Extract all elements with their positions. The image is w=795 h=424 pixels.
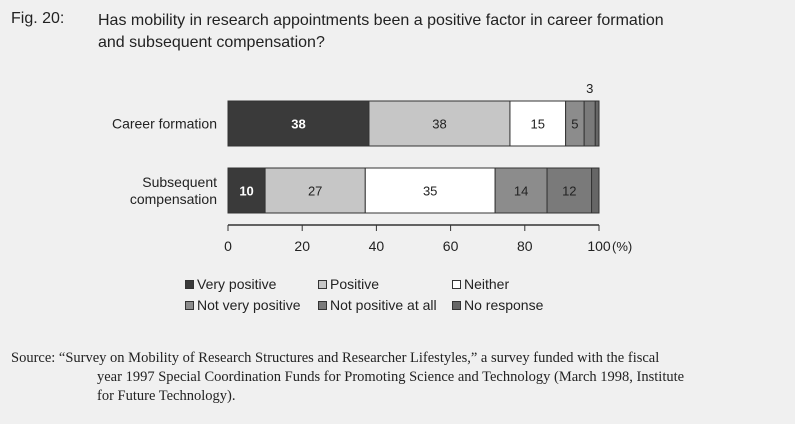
bar-segment [546, 167, 593, 214]
category-label: Subsequent [142, 174, 217, 190]
category-label: Career formation [112, 116, 217, 132]
source-line-1: Source: “Survey on Mobility of Research … [11, 350, 660, 366]
bar-segment [364, 167, 496, 214]
legend-swatch [318, 300, 327, 310]
figure-title-line-1: Has mobility in research appointments be… [98, 12, 664, 29]
legend-label: Not very positive [197, 297, 301, 313]
source-note: Source: “Survey on Mobility of Research … [11, 349, 791, 406]
bar-segment [509, 100, 567, 147]
figure-title: Has mobility in research appointments be… [98, 10, 788, 54]
x-unit-label: (%) [612, 239, 632, 254]
figure-number: Fig. 20: [11, 10, 65, 27]
bar-segment [227, 100, 370, 147]
data-label: 10 [239, 184, 253, 199]
legend-item-neither: Neither [452, 276, 509, 292]
legend-label: Positive [330, 276, 380, 292]
legend-label: Very positive [197, 276, 277, 292]
bar-segment [583, 100, 596, 147]
x-tick-label: 100 [587, 238, 611, 254]
data-label: 38 [291, 117, 305, 132]
bar-segment [494, 167, 548, 214]
legend-label: No response [464, 297, 544, 313]
source-line-3: for Future Technology). [97, 388, 236, 404]
legend-swatch [452, 300, 461, 310]
legend-swatch [185, 300, 194, 310]
legend-item-positive: Positive [318, 276, 379, 292]
x-tick-label: 80 [517, 238, 533, 254]
legend-item-not-very-positive: Not very positive [185, 297, 300, 313]
legend-item-not-positive-at-all: Not positive at all [318, 297, 437, 313]
data-label: 27 [308, 184, 322, 199]
x-tick-label: 40 [369, 238, 385, 254]
bars-layer: Career formation 38 38 15 5 3 Subsequentcompen… [112, 81, 600, 214]
data-label: 35 [423, 184, 437, 199]
category-label: compensation [130, 191, 217, 207]
callout-label: 3 [586, 81, 593, 96]
bar-segment [368, 100, 511, 147]
bar-segment [594, 100, 600, 147]
data-label: 14 [514, 184, 528, 199]
data-label: 38 [432, 117, 446, 132]
legend-item-very-positive: Very positive [185, 276, 276, 292]
data-label: 5 [571, 117, 578, 132]
source-line-2: year 1997 Special Coordination Funds for… [97, 369, 685, 385]
x-tick-label: 60 [443, 238, 459, 254]
data-label: 12 [562, 184, 576, 199]
figure-title-line-2: and subsequent compensation? [98, 34, 325, 51]
legend-swatch [318, 279, 327, 289]
legend-swatch [452, 279, 461, 289]
x-tick-label: 0 [224, 238, 232, 254]
x-tick-label: 20 [294, 238, 310, 254]
x-axis: 0 20 40 60 80 100 (%) [224, 224, 632, 254]
stacked-bar-chart: Career formation 38 38 15 5 3 Subsequentcompen… [112, 81, 632, 254]
bar-segment [591, 167, 600, 214]
legend-item-no-response: No response [452, 297, 543, 313]
legend-label: Neither [464, 276, 510, 292]
legend-label: Not positive at all [330, 297, 437, 313]
legend-swatch [185, 279, 194, 289]
data-label: 15 [531, 117, 545, 132]
